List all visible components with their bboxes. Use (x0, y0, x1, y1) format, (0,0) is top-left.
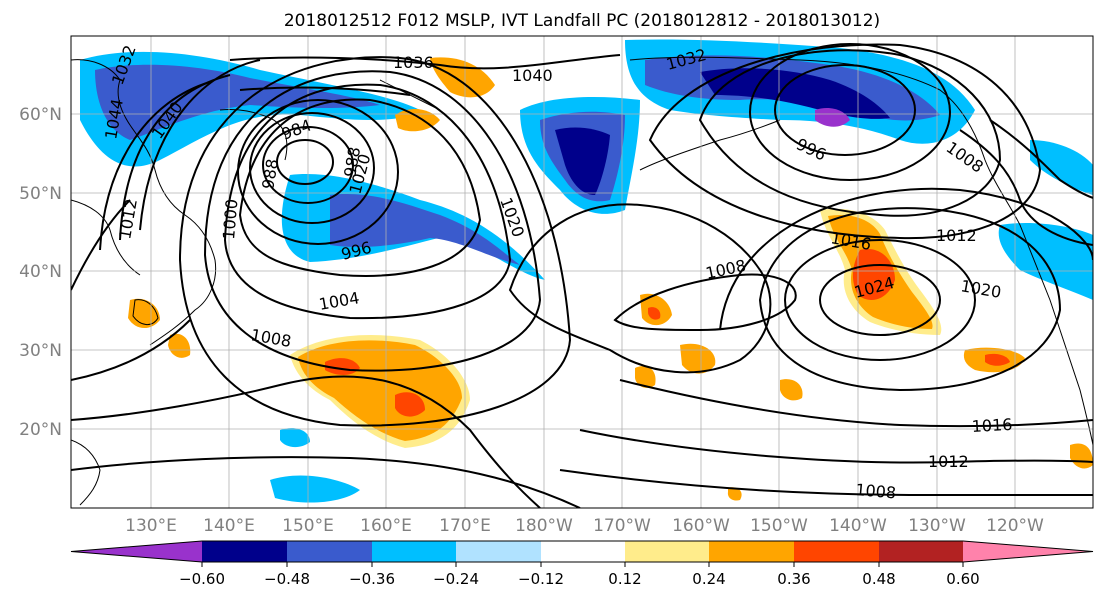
colorbar-segment (625, 541, 709, 562)
colorbar-tick-label: 0.60 (946, 570, 979, 588)
isobar-label: 1016 (971, 415, 1013, 436)
lon-label: 170°W (593, 516, 651, 536)
isobar-label: 1008 (855, 480, 897, 502)
colorbar-segment (541, 541, 625, 562)
colorbar-tick-label: −0.60 (179, 570, 225, 588)
negative-anomaly-shading (80, 39, 1093, 503)
colorbar-segment (879, 541, 963, 562)
lon-label: 130°E (125, 516, 177, 536)
lon-label: 140°W (829, 516, 887, 536)
lon-label: 170°E (439, 516, 491, 536)
lon-label: 120°W (986, 516, 1044, 536)
lat-label: 40°N (19, 262, 62, 282)
graticule (71, 36, 1093, 508)
colorbar-tick-label: 0.12 (608, 570, 641, 588)
latitude-labels: 60°N 50°N 40°N 30°N 20°N (19, 105, 62, 440)
longitude-labels: 130°E 140°E 150°E 160°E 170°E 180°W 170°… (125, 516, 1044, 536)
map-area: 1032 1036 1040 1044 1040 984 988 988 100… (71, 36, 1093, 508)
lon-label: 160°E (360, 516, 412, 536)
map-frame (70, 35, 1094, 509)
isobar-label: 1012 (936, 226, 977, 245)
lon-label: 130°W (908, 516, 966, 536)
colorbar-tick-label: −0.12 (518, 570, 564, 588)
colorbar-segment (794, 541, 879, 562)
colorbar-tick-label: −0.24 (433, 570, 479, 588)
lat-label: 50°N (19, 184, 62, 204)
positive-anomaly-shading (128, 57, 1093, 501)
lon-label: 150°E (282, 516, 334, 536)
colorbar-tick-label: −0.36 (349, 570, 395, 588)
lon-label: 180°W (515, 516, 573, 536)
lon-label: 140°E (203, 516, 255, 536)
figure-title: 2018012512 F012 MSLP, IVT Landfall PC (2… (284, 11, 880, 31)
colorbar-segment (456, 541, 541, 562)
isobar-label: 1040 (512, 66, 553, 85)
colorbar-segment (287, 541, 372, 562)
colorbar-tick-label: 0.24 (692, 570, 725, 588)
colorbar-tick-label: 0.48 (862, 570, 895, 588)
isobars (71, 43, 1093, 508)
colorbar-tick-label: −0.48 (264, 570, 310, 588)
lat-label: 60°N (19, 105, 62, 125)
colorbar: −0.60 −0.48 −0.36 −0.24 −0.12 0.12 0.24 0.36 0.4… (70, 540, 1094, 588)
lon-label: 160°W (672, 516, 730, 536)
colorbar-segment (963, 541, 1093, 562)
colorbar-segment (372, 541, 456, 562)
colorbar-segment (709, 541, 794, 562)
colorbar-tick-label: 0.36 (777, 570, 810, 588)
isobar-label: 1012 (928, 452, 969, 471)
lat-label: 20°N (19, 420, 62, 440)
isobar-label: 1000 (219, 198, 241, 240)
colorbar-segment (202, 541, 287, 562)
isobar-label: 1036 (393, 53, 434, 72)
colorbar-segment (71, 541, 202, 562)
lon-label: 150°W (750, 516, 808, 536)
lat-label: 30°N (19, 341, 62, 361)
